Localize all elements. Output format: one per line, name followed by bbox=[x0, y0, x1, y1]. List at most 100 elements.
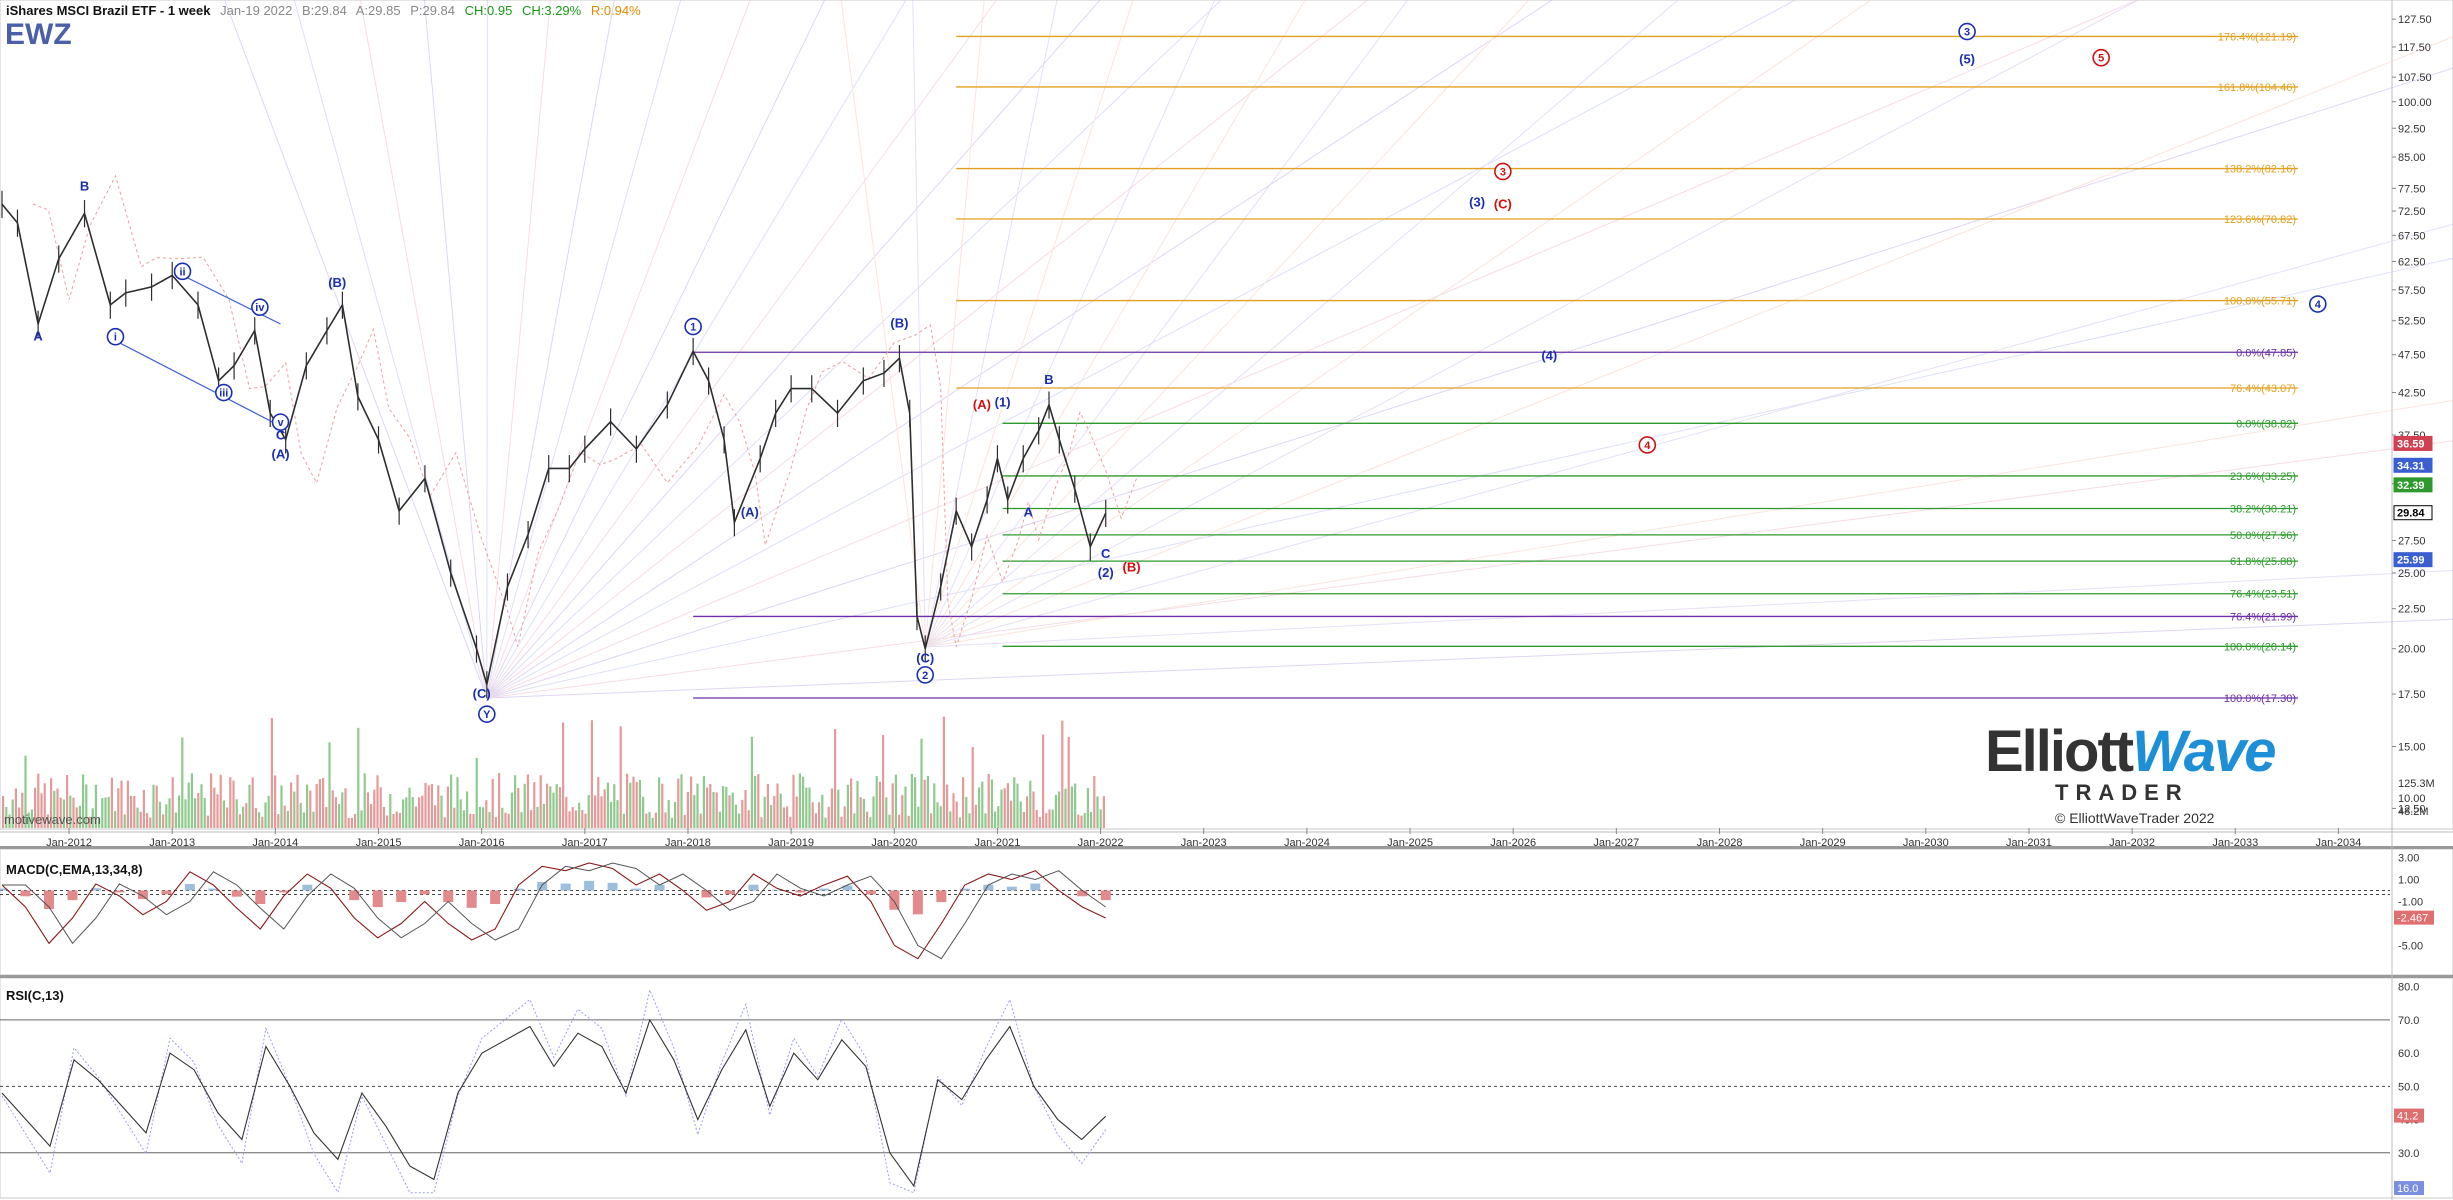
volume-bar bbox=[798, 773, 801, 828]
volume-bar bbox=[258, 812, 261, 828]
macd-histogram-bar bbox=[255, 890, 266, 904]
volume-bar bbox=[274, 775, 277, 828]
fib-level-label: 38.2%(30.21) bbox=[2230, 504, 2296, 516]
volume-bar bbox=[494, 817, 497, 828]
volume-bar bbox=[562, 722, 565, 828]
fan-line bbox=[486, 0, 551, 699]
volume-bar bbox=[514, 775, 517, 828]
fan-line bbox=[924, 0, 1872, 648]
wave-count-label: C bbox=[276, 428, 286, 443]
wave-count-label: (C) bbox=[473, 686, 491, 701]
volume-bar bbox=[664, 812, 667, 828]
price-panel-frame bbox=[0, 0, 2453, 830]
y-tick-label: 15.00 bbox=[2398, 741, 2426, 753]
x-tick-label: Jan-2025 bbox=[1387, 837, 1433, 849]
volume-bar bbox=[216, 794, 219, 828]
volume-bar bbox=[597, 777, 600, 828]
volume-bar bbox=[1013, 777, 1016, 828]
volume-bar bbox=[923, 779, 926, 828]
volume-bar bbox=[779, 793, 782, 828]
macd-histogram-bar bbox=[1006, 886, 1017, 891]
volume-bar bbox=[181, 737, 184, 828]
fan-line bbox=[486, 0, 998, 699]
macd-y-tick-label: -5.00 bbox=[2398, 941, 2423, 953]
volume-bar bbox=[958, 817, 961, 828]
wave-count-label: (A) bbox=[271, 447, 289, 462]
volume-bar bbox=[248, 784, 251, 828]
wave-count-circle bbox=[271, 413, 290, 431]
wave-count-label: iv bbox=[255, 302, 265, 314]
volume-bar bbox=[309, 790, 312, 828]
macd-histogram-bar bbox=[67, 890, 78, 901]
macd-histogram-bar bbox=[631, 888, 642, 891]
volume-bar bbox=[139, 811, 142, 828]
volume-bar bbox=[104, 797, 107, 828]
wave-count-circle bbox=[1638, 436, 1657, 454]
volume-bar bbox=[619, 726, 622, 828]
fan-line bbox=[924, 0, 1530, 648]
volume-bar bbox=[645, 813, 648, 828]
volume-bar bbox=[699, 813, 702, 828]
volume-bar bbox=[510, 792, 513, 828]
volume-bar bbox=[1096, 796, 1099, 828]
fib-level-label: 0.0%(47.85) bbox=[2236, 347, 2296, 359]
volume-tick-label: 48.2M bbox=[2398, 806, 2429, 818]
volume-bar bbox=[469, 813, 472, 828]
volume-bar bbox=[830, 788, 833, 828]
volume-bar bbox=[766, 783, 769, 828]
volume-bar bbox=[686, 791, 689, 828]
fan-line bbox=[486, 0, 2139, 699]
volume-bar bbox=[379, 787, 382, 828]
volume-bar bbox=[965, 797, 968, 828]
volume-bar bbox=[2, 795, 5, 828]
volume-bar bbox=[437, 785, 440, 828]
fib-level-label: 76.4%(21.99) bbox=[2230, 611, 2296, 623]
volume-bar bbox=[126, 780, 129, 828]
fib-level-label: 176.4%(121.19) bbox=[2218, 31, 2296, 43]
volume-bar bbox=[1074, 783, 1077, 828]
macd-histogram-bar bbox=[372, 890, 383, 908]
volume-bar bbox=[203, 798, 206, 828]
volume-bar bbox=[1083, 813, 1086, 828]
x-tick-label: Jan-2034 bbox=[2315, 837, 2361, 849]
x-tick-label: Jan-2012 bbox=[46, 837, 92, 849]
volume-bar bbox=[446, 786, 449, 828]
wave-count-label: (2) bbox=[1098, 565, 1114, 580]
volume-bar bbox=[949, 811, 952, 828]
volume-bar bbox=[30, 809, 33, 828]
volume-bar bbox=[242, 806, 245, 828]
volume-bar bbox=[178, 795, 181, 828]
volume-bar bbox=[632, 776, 635, 828]
macd-histogram-bar bbox=[161, 890, 172, 895]
fan-line bbox=[224, 0, 488, 699]
volume-bar bbox=[677, 778, 680, 828]
volume-bar bbox=[1022, 811, 1025, 828]
volume-bar bbox=[363, 773, 366, 828]
wave-count-label: (B) bbox=[1123, 560, 1141, 575]
fib-fan-lines bbox=[224, 0, 2453, 699]
volume-bar bbox=[62, 799, 65, 828]
rsi-line bbox=[1, 1018, 1107, 1188]
macd-value-tag bbox=[2394, 910, 2434, 925]
volume-bar bbox=[1086, 788, 1089, 828]
price-tag bbox=[2393, 435, 2433, 451]
wave-count-label: v bbox=[277, 417, 284, 429]
volume-tick-label: 10.00 bbox=[2398, 793, 2426, 805]
volume-bar bbox=[421, 795, 424, 828]
fan-line bbox=[486, 0, 488, 698]
volume-bar bbox=[533, 782, 536, 828]
volume-bar bbox=[187, 782, 190, 828]
x-tick-label: Jan-2020 bbox=[871, 837, 917, 849]
fan-line bbox=[486, 257, 2453, 699]
volume-bar bbox=[251, 777, 254, 828]
volume-bar bbox=[219, 774, 222, 828]
volume-bar bbox=[670, 817, 673, 828]
volume-bar bbox=[862, 798, 865, 828]
volume-bar bbox=[622, 813, 625, 828]
volume-bar bbox=[661, 783, 664, 828]
volume-bar bbox=[517, 788, 520, 828]
volume-bar bbox=[616, 800, 619, 828]
volume-bar bbox=[296, 774, 299, 828]
y-tick-label: 47.50 bbox=[2398, 350, 2426, 362]
volume-bar bbox=[763, 796, 766, 828]
